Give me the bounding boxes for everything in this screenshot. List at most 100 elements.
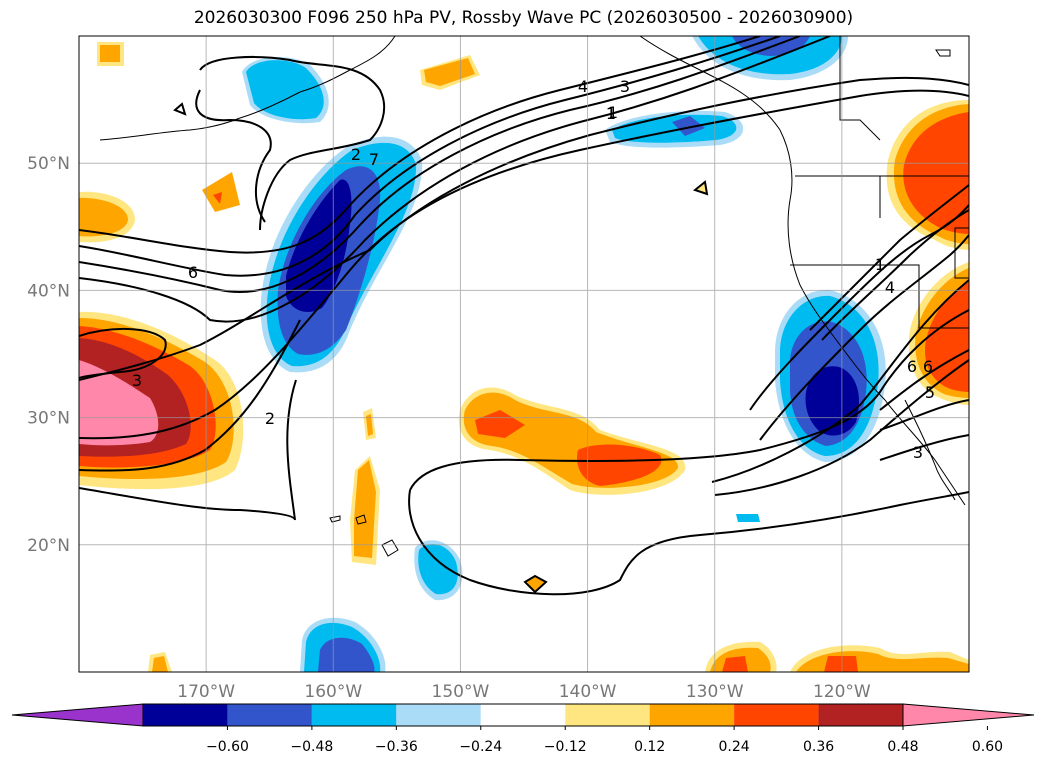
anomaly-blob xyxy=(202,172,240,212)
latitude-labels: 20°N 30°N 40°N 50°N xyxy=(27,154,70,556)
lat-tick-label: 20°N xyxy=(27,536,70,556)
colorbar: −0.60 −0.48 −0.36 −0.24 −0.12 0.12 0.24 0.36 0.4… xyxy=(11,703,1035,755)
anomaly-blob xyxy=(424,58,475,86)
pv-contour xyxy=(879,399,969,431)
map-area xyxy=(79,36,969,672)
anomaly-blob xyxy=(824,656,858,672)
contour-label: 4 xyxy=(578,77,588,96)
pv-contour xyxy=(195,89,272,223)
coastlines xyxy=(99,36,966,557)
pv-contour xyxy=(711,279,969,483)
pv-contour xyxy=(409,309,969,491)
lat-tick-label: 40°N xyxy=(27,281,70,301)
pv-contour xyxy=(79,36,781,277)
anomaly-blob xyxy=(213,192,222,204)
anomaly-blob xyxy=(246,60,324,120)
colorbar-segment xyxy=(818,704,903,726)
colorbar-tick-label: −0.36 xyxy=(375,739,418,755)
pv-contour xyxy=(79,319,301,472)
pv-contour xyxy=(79,89,969,440)
coastline xyxy=(381,539,399,557)
coastline xyxy=(904,399,956,501)
colorbar-tick-label: −0.12 xyxy=(544,739,587,755)
pv-contour xyxy=(79,36,801,293)
anomaly-blob xyxy=(286,179,352,312)
coastline xyxy=(355,514,367,525)
colorbar-segment xyxy=(227,704,312,726)
gridlines xyxy=(79,36,969,672)
contour-label: 6 xyxy=(188,263,198,282)
colorbar-segment xyxy=(143,704,228,726)
pv-contour xyxy=(79,76,969,381)
anomaly-blob xyxy=(576,444,662,486)
lon-tick-label: 170°W xyxy=(177,682,235,702)
colorbar-tick-label: −0.60 xyxy=(206,739,249,755)
contour-label: 1 xyxy=(875,255,885,274)
colorbar-segment xyxy=(565,704,650,726)
anomaly-blob xyxy=(318,637,375,672)
pv-contour xyxy=(79,36,761,254)
anomaly-blob xyxy=(418,544,458,595)
anomaly-blob xyxy=(79,197,128,237)
contour-label: 3 xyxy=(132,371,142,390)
contour-label: 6 xyxy=(923,357,933,376)
anomaly-blob xyxy=(354,460,376,558)
coastline xyxy=(699,69,966,506)
contour-label: 3 xyxy=(620,77,630,96)
colorbar-tick-label: 0.48 xyxy=(887,739,918,755)
lat-tick-label: 30°N xyxy=(27,409,70,429)
lon-tick-label: 150°W xyxy=(432,682,490,702)
pv-contour xyxy=(173,102,187,116)
anomaly-blob xyxy=(152,656,168,672)
negative-anomalies xyxy=(242,36,886,672)
positive-anomalies xyxy=(79,42,969,672)
anomaly-blob xyxy=(924,282,969,392)
pv-contour xyxy=(714,359,969,496)
colorbar-segment xyxy=(649,704,735,726)
pv-contour xyxy=(523,574,548,594)
pv-contours xyxy=(79,36,969,596)
anomaly-blob xyxy=(475,410,525,438)
boundaries xyxy=(790,36,969,329)
colorbar-segment xyxy=(902,703,1035,727)
contour-label: 6 xyxy=(907,357,917,376)
coastline xyxy=(935,49,951,57)
map-frame xyxy=(78,35,970,673)
border xyxy=(954,227,969,279)
colorbar-tick-label: 0.24 xyxy=(719,739,750,755)
contour-label: 1 xyxy=(606,104,616,123)
colorbar-tick-label: 0.36 xyxy=(803,739,834,755)
colorbar-segment xyxy=(480,704,566,726)
map-title: 2026030300 F096 250 hPa PV, Rossby Wave … xyxy=(193,8,854,28)
anomaly-blob xyxy=(903,112,969,234)
pv-contour xyxy=(821,209,969,341)
coastline xyxy=(639,36,701,71)
coastline xyxy=(329,515,341,523)
anomaly-blob xyxy=(722,656,748,672)
lat-tick-label: 50°N xyxy=(27,154,70,174)
coastline xyxy=(299,36,396,93)
anomaly-blob xyxy=(736,514,760,522)
colorbar-tick-label: −0.24 xyxy=(459,739,502,755)
anomaly-blob xyxy=(805,366,860,436)
pv-contour xyxy=(79,36,831,323)
colorbar-tick-label: −0.48 xyxy=(290,739,333,755)
contour-label: 2 xyxy=(265,409,275,428)
contour-label: 1 xyxy=(608,103,618,122)
longitude-labels: 170°W 160°W 150°W 140°W 130°W 120°W xyxy=(177,682,871,702)
pv-contour xyxy=(79,379,297,521)
border xyxy=(839,36,881,141)
coastline xyxy=(99,91,301,141)
colorbar-segment xyxy=(11,703,144,727)
contour-label: 5 xyxy=(925,383,935,402)
pv-contour xyxy=(759,234,969,441)
colorbar-tick-label: 0.12 xyxy=(634,739,665,755)
colorbar-segment xyxy=(734,704,819,726)
colorbar-segment xyxy=(311,704,397,726)
contour-label: 7 xyxy=(369,150,379,169)
lon-tick-label: 120°W xyxy=(813,682,871,702)
pv-contour xyxy=(879,434,969,461)
lon-tick-label: 130°W xyxy=(686,682,744,702)
border xyxy=(790,264,969,329)
